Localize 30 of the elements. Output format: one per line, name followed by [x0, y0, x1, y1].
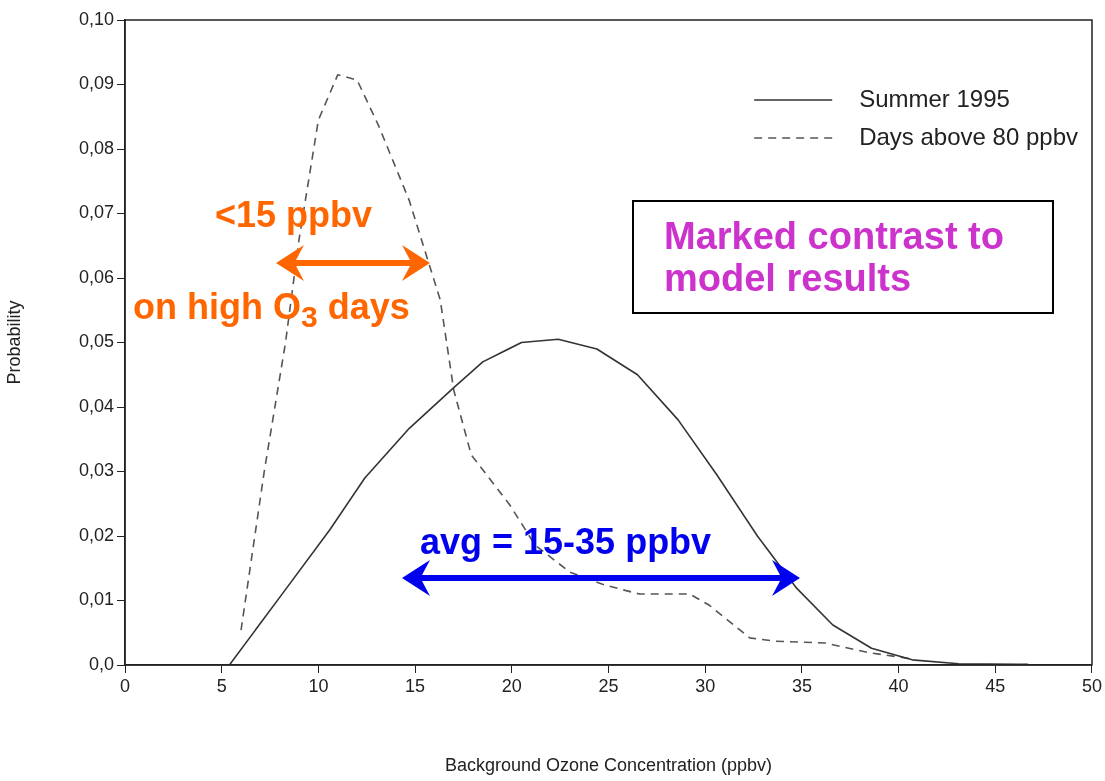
- y-tick-label: 0,05: [78, 331, 114, 352]
- x-tick-label: 30: [695, 675, 716, 696]
- y-tick-label: 0,04: [78, 395, 114, 416]
- y-tick-label: 0,0: [88, 653, 114, 674]
- x-tick-label: 25: [598, 675, 619, 696]
- x-tick-label: 35: [791, 675, 812, 696]
- y-tick-label: 0,07: [78, 202, 114, 223]
- annotation: <15 ppbv: [215, 194, 373, 235]
- x-tick-label: 40: [888, 675, 909, 696]
- x-tick-label: 20: [501, 675, 522, 696]
- annotation: avg = 15-35 ppbv: [420, 521, 712, 562]
- annotation: on high O$_{3}$ days: [133, 286, 410, 334]
- x-tick-label: 15: [405, 675, 426, 696]
- y-tick-label: 0,10: [78, 8, 114, 29]
- y-tick-label: 0,06: [78, 266, 114, 287]
- y-tick-label: 0,03: [78, 460, 114, 481]
- y-tick-label: 0,09: [78, 73, 114, 94]
- y-tick-label: 0,02: [78, 524, 114, 545]
- annotation: Marked contrast to model results: [632, 200, 1054, 314]
- y-tick-label: 0,08: [78, 137, 114, 158]
- x-axis-title: Background Ozone Concentration (ppbv): [444, 755, 773, 776]
- x-tick-label: 5: [216, 675, 227, 696]
- x-tick-label: 0: [119, 675, 131, 696]
- y-axis-title: Probability: [3, 300, 24, 385]
- legend-label: Days above 80 ppbv: [859, 122, 1078, 150]
- x-tick-label: 45: [985, 675, 1006, 696]
- x-tick-label: 10: [308, 675, 329, 696]
- legend-label: Summer 1995: [859, 84, 1010, 112]
- x-tick-label: 50: [1081, 675, 1102, 696]
- y-tick-label: 0,01: [78, 589, 114, 610]
